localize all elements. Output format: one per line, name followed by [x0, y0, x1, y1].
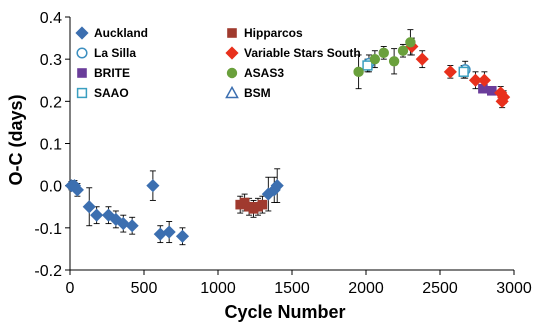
- data-point: [443, 65, 457, 79]
- data-markers: [64, 37, 511, 243]
- data-point: [116, 217, 130, 231]
- y-tick-label: 0.3: [40, 52, 62, 69]
- data-point: [90, 208, 104, 222]
- data-point: [146, 179, 160, 193]
- legend-marker: [76, 47, 88, 59]
- data-point: [82, 200, 96, 214]
- data-point: [175, 229, 190, 243]
- data-point: [369, 53, 381, 65]
- data-point: [458, 66, 469, 77]
- x-axis-title: Cycle Number: [224, 302, 345, 322]
- tick-labels: 0 500 1000 1500 2000 2500 3000 0.4 0.3 0.2 0.1 0.0 -…: [34, 10, 531, 297]
- data-point: [257, 199, 268, 210]
- y-axis-title: O-C (days): [6, 94, 26, 185]
- axes: [65, 16, 515, 275]
- x-tick-label: 1500: [274, 280, 310, 297]
- legend-label: Variable Stars South: [244, 46, 361, 60]
- data-point: [125, 219, 139, 233]
- data-point: [495, 94, 509, 108]
- y-tick-label: 0.2: [40, 94, 62, 111]
- y-tick-label: 0.0: [40, 179, 62, 196]
- data-point: [362, 60, 373, 71]
- x-tick-label: 2500: [422, 280, 458, 297]
- legend-marker: [227, 28, 237, 38]
- x-tick-label: 500: [131, 280, 158, 297]
- legend-label: La Silla: [94, 46, 136, 60]
- x-tick-label: 0: [66, 280, 75, 297]
- y-tick-label: -0.2: [34, 263, 62, 280]
- legend-label: BRITE: [94, 66, 130, 80]
- legend-marker: [225, 46, 239, 60]
- x-tick-label: 3000: [496, 280, 532, 297]
- legend-marker: [75, 26, 89, 40]
- y-tick-label: -0.1: [34, 221, 62, 238]
- data-point: [270, 179, 284, 193]
- data-point: [405, 37, 416, 48]
- data-point: [477, 73, 491, 87]
- data-point: [378, 47, 389, 59]
- legend-label: SAAO: [94, 86, 129, 100]
- y-tick-label: 0.4: [40, 10, 62, 27]
- data-point: [478, 83, 488, 94]
- data-point: [353, 66, 364, 78]
- data-point: [486, 85, 497, 96]
- x-tick-label: 2000: [348, 280, 384, 297]
- data-point: [162, 225, 176, 239]
- data-point: [388, 56, 400, 67]
- legend-label: ASAS3: [244, 66, 284, 80]
- legend-marker: [77, 68, 87, 78]
- data-point: [70, 183, 84, 197]
- legend-label: Hipparcos: [244, 26, 303, 40]
- data-point: [468, 73, 483, 87]
- legend-marker: [76, 87, 88, 99]
- legend: Auckland Hipparcos La Silla Variable Stars …: [75, 26, 361, 100]
- data-point: [415, 52, 429, 66]
- legend-label: Auckland: [94, 26, 148, 40]
- legend-marker: [225, 85, 239, 99]
- data-point: [397, 45, 409, 56]
- legend-label: BSM: [244, 86, 271, 100]
- y-tick-label: 0.1: [40, 137, 62, 154]
- legend-marker: [226, 67, 238, 79]
- x-tick-label: 1000: [200, 280, 236, 297]
